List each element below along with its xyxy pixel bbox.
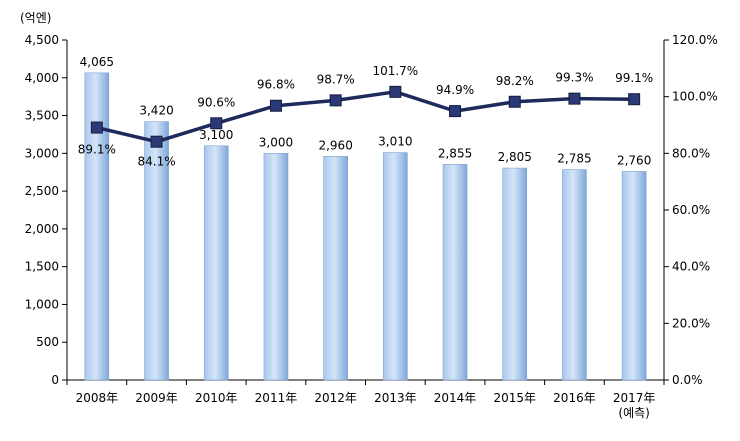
y-left-tick-label: 1,500 [25,260,59,274]
line-data-label: 90.6% [197,95,235,109]
bar-data-label: 2,960 [318,138,352,152]
bar-data-label: 3,000 [259,135,293,149]
line-data-label: 96.8% [257,78,295,92]
line-data-label: 99.3% [555,71,593,85]
bar [562,169,587,381]
line-data-label: 89.1% [78,143,116,157]
line-marker [210,117,223,130]
bar-data-label: 2,785 [557,152,591,166]
y-right-tick-label: 100.0% [672,90,718,104]
line-data-label: 98.7% [317,72,355,86]
line-data-label: 84.1% [137,155,175,169]
bar-data-label: 3,010 [378,135,412,149]
y-left-tick-label: 3,500 [25,109,59,123]
x-tick-label: 2017年 [613,391,656,405]
y-right-tick-label: 60.0% [672,203,710,217]
y-left-tick-label: 1,000 [25,297,59,311]
bar [84,72,110,381]
y-left-tick-label: 2,000 [25,222,59,236]
bar [621,171,647,381]
bar [323,156,348,381]
y-unit-label: (억엔) [20,11,51,25]
x-tick-label: 2011年 [255,391,298,405]
x-tick-label: 2010年 [195,391,238,405]
bar [383,152,408,381]
x-tick-sublabel: (예측) [618,406,649,420]
line-marker [449,105,462,118]
bar [263,153,289,381]
line-marker [628,93,641,106]
y-left-tick-label: 4,000 [25,71,59,85]
line-data-label: 94.9% [436,83,474,97]
x-tick-label: 2015年 [493,391,536,405]
bar [502,167,528,381]
bar [442,163,468,381]
y-left-tick-label: 2,500 [25,184,59,198]
bar-data-label: 3,420 [139,104,173,118]
y-left-tick-label: 500 [36,335,59,349]
line-marker [150,135,163,148]
bar-data-label: 3,100 [199,128,233,142]
y-right-tick-label: 80.0% [672,146,710,160]
y-right-tick-label: 120.0% [672,33,718,47]
line-marker [269,99,282,112]
y-right-tick-label: 40.0% [672,260,710,274]
y-right-tick-label: 0.0% [672,373,703,387]
bar [144,121,169,381]
x-tick-label: 2009年 [135,391,178,405]
x-tick-label: 2014年 [434,391,477,405]
line-data-label: 98.2% [496,74,534,88]
line-series [96,90,635,144]
bar-data-label: 2,805 [498,150,532,164]
line-marker [90,121,103,134]
bar [203,145,229,381]
line-marker [389,85,402,98]
bar-data-label: 2,760 [617,153,651,167]
x-tick-label: 2012年 [314,391,357,405]
line-marker [329,94,342,107]
line-data-label: 101.7% [372,64,418,78]
x-tick-label: 2008年 [76,391,119,405]
bar-data-label: 4,065 [80,55,114,69]
line-marker [508,95,521,108]
line-marker [568,92,581,105]
x-tick-label: 2016年 [553,391,596,405]
bar-data-label: 2,855 [438,146,472,160]
y-left-tick-label: 3,000 [25,146,59,160]
line-data-label: 99.1% [615,71,653,85]
x-tick-label: 2013年 [374,391,417,405]
y-left-tick-label: 0 [51,373,59,387]
y-left-tick-label: 4,500 [25,33,59,47]
y-right-tick-label: 20.0% [672,316,710,330]
